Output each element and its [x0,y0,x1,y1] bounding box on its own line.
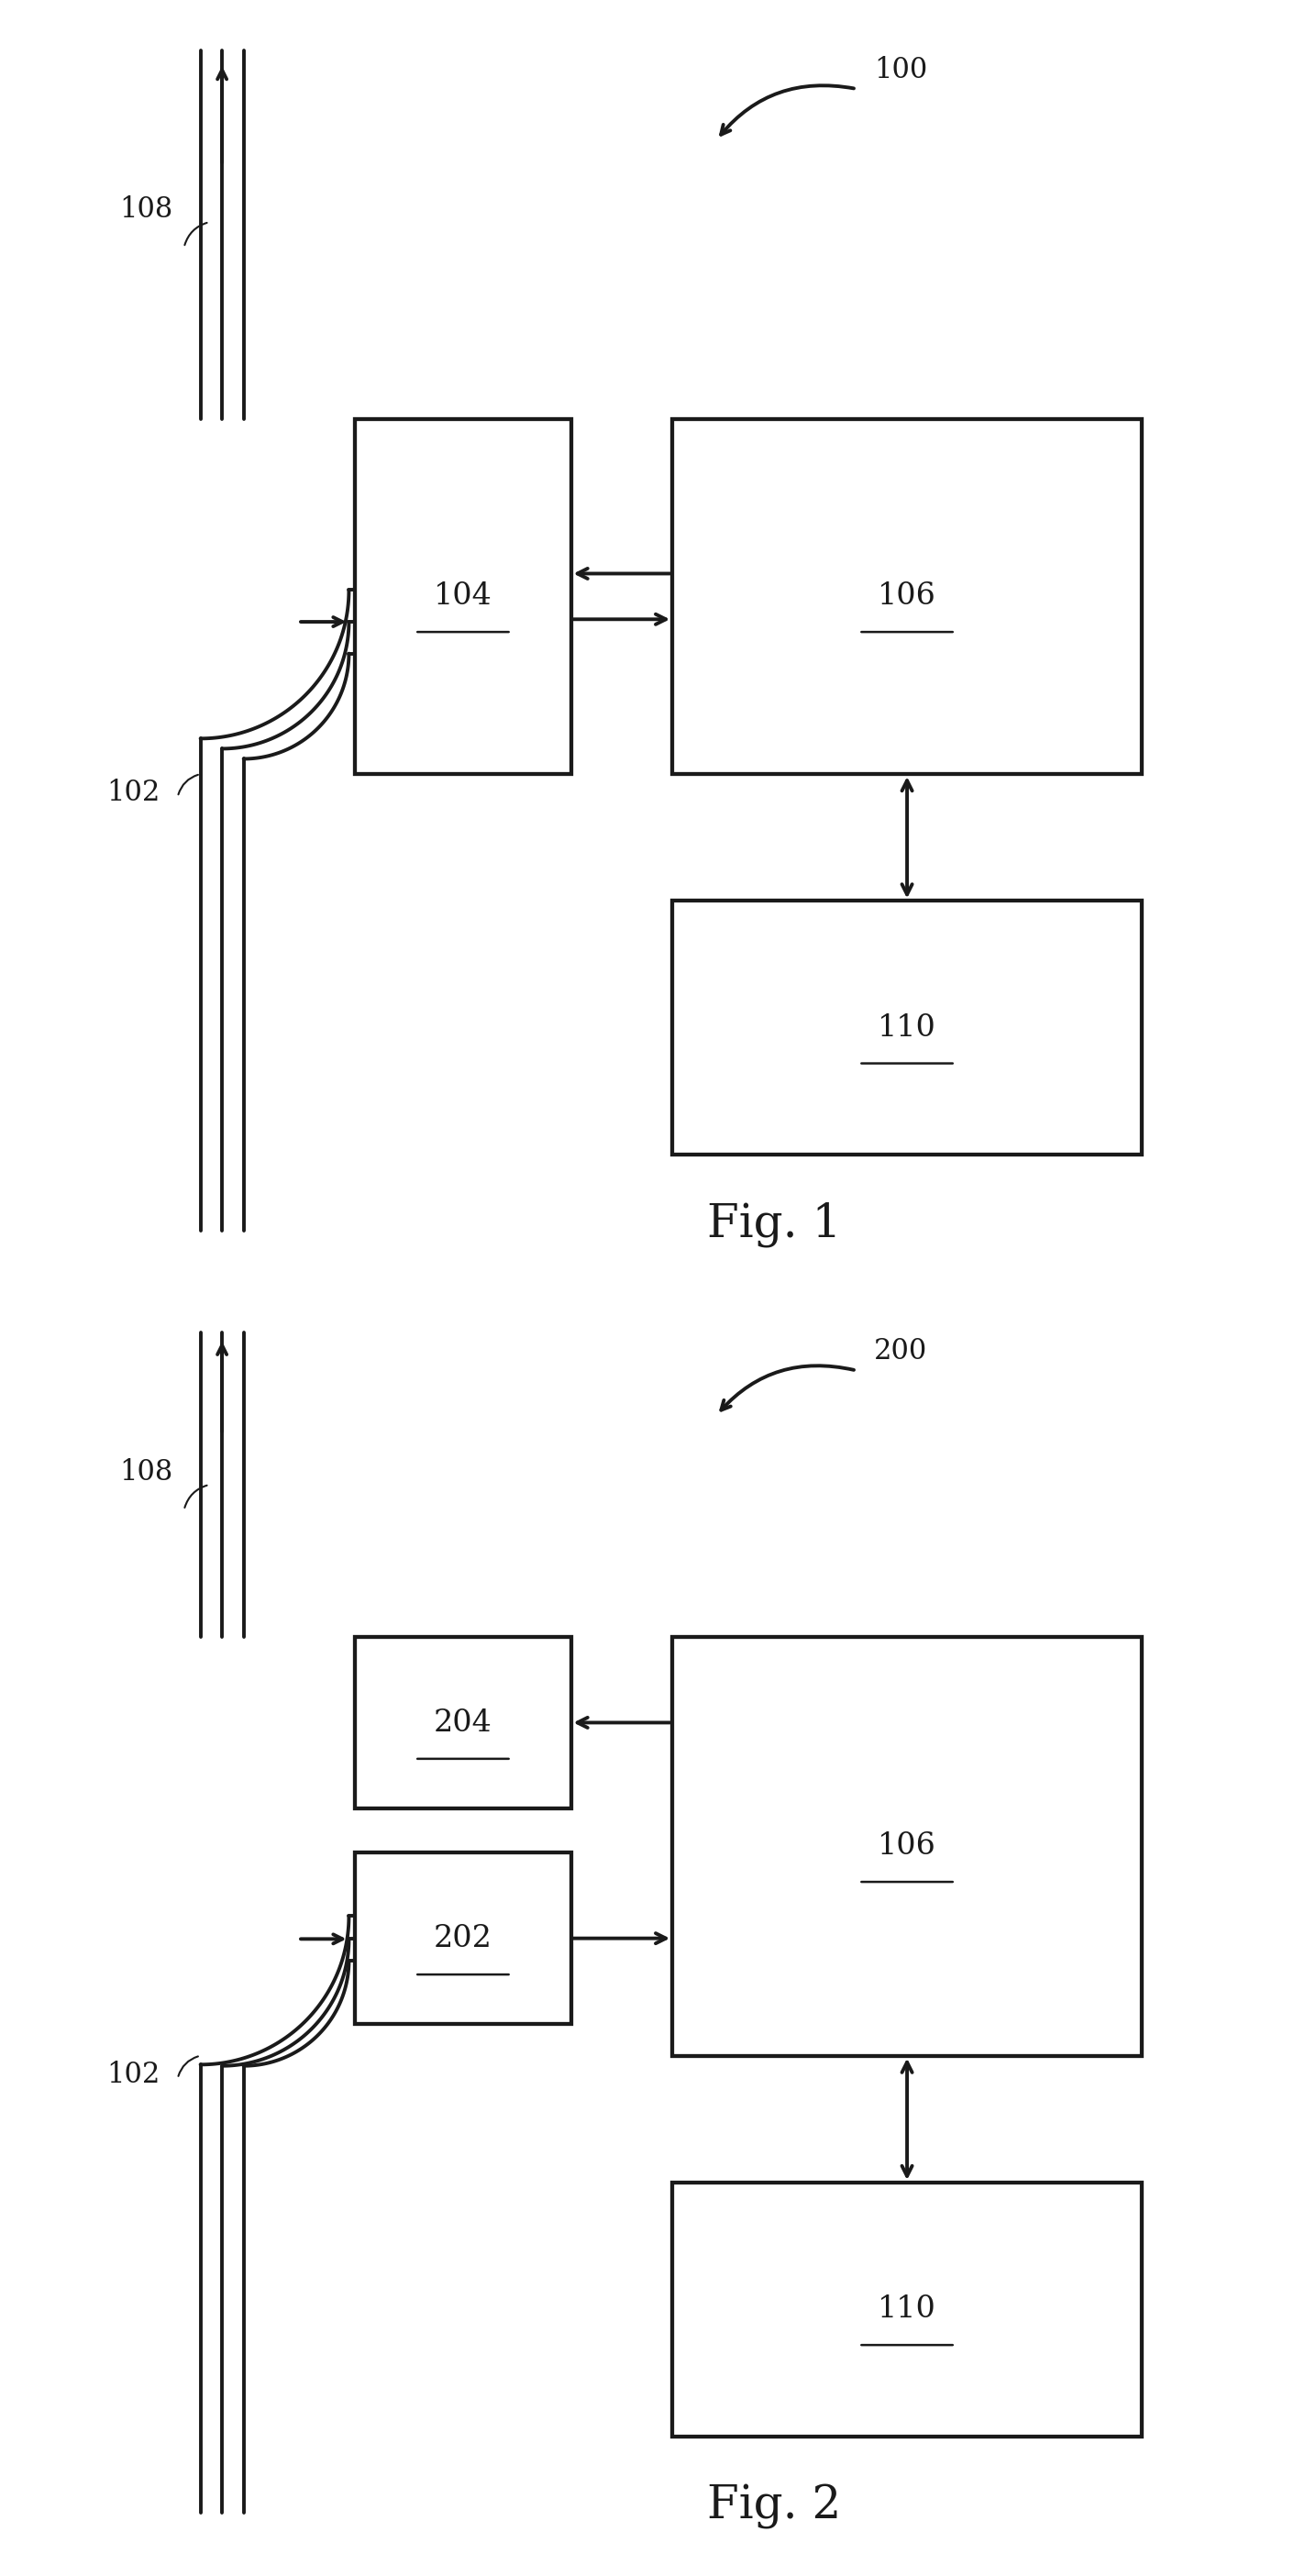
FancyBboxPatch shape [356,420,571,773]
Text: Fig. 1: Fig. 1 [707,1203,841,1247]
Text: 108: 108 [119,1458,172,1486]
Text: 104: 104 [433,582,492,611]
Text: 202: 202 [433,1924,492,1953]
Text: 106: 106 [877,1832,937,1860]
Text: 102: 102 [106,2061,160,2089]
FancyBboxPatch shape [356,1852,571,2025]
FancyBboxPatch shape [673,902,1141,1154]
Text: 106: 106 [877,582,937,611]
FancyBboxPatch shape [356,1636,571,1808]
Text: 110: 110 [877,2295,937,2324]
Text: 108: 108 [119,196,172,224]
Text: 102: 102 [106,778,160,806]
Text: 100: 100 [873,57,928,85]
FancyBboxPatch shape [673,1636,1141,2056]
FancyBboxPatch shape [673,420,1141,773]
FancyBboxPatch shape [673,2182,1141,2437]
Text: 204: 204 [433,1708,492,1739]
Text: Fig. 2: Fig. 2 [707,2483,841,2530]
Text: 200: 200 [873,1337,928,1365]
Text: 110: 110 [877,1012,937,1043]
